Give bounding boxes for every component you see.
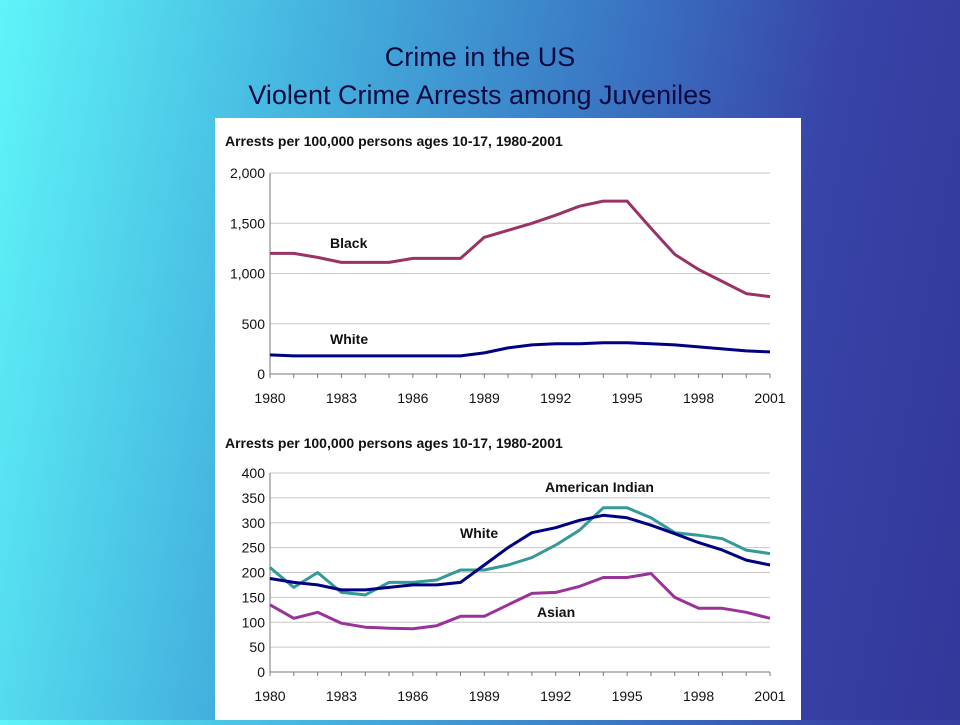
chart-title: Arrests per 100,000 persons ages 10-17, …: [225, 435, 563, 451]
chart-arrests-by-race: Arrests per 100,000 persons ages 10-17, …: [225, 435, 786, 704]
y-tick-label: 2,000: [230, 165, 265, 181]
y-tick-label: 1,500: [230, 215, 265, 231]
slide-subtitle: Violent Crime Arrests among Juveniles: [248, 80, 712, 110]
series-label-asian: Asian: [537, 604, 575, 620]
x-tick-label: 1992: [540, 390, 571, 406]
y-tick-label: 100: [242, 614, 266, 630]
y-tick-label: 1,000: [230, 266, 265, 282]
x-tick-label: 1980: [254, 390, 285, 406]
series-label-black: Black: [330, 235, 368, 251]
y-tick-label: 200: [242, 565, 266, 581]
chart-panel: Arrests per 100,000 persons ages 10-17, …: [215, 118, 801, 720]
x-tick-label: 1995: [612, 390, 643, 406]
chart-total-arrests: Arrests per 100,000 persons ages 10-17, …: [225, 133, 786, 406]
charts-svg: Arrests per 100,000 persons ages 10-17, …: [225, 133, 786, 704]
series-label-white: White: [330, 331, 368, 347]
y-tick-label: 300: [242, 515, 266, 531]
x-tick-label: 1989: [469, 688, 500, 704]
y-tick-label: 350: [242, 490, 266, 506]
x-tick-label: 1980: [254, 688, 285, 704]
x-tick-label: 1992: [540, 688, 571, 704]
x-tick-label: 1998: [683, 390, 714, 406]
x-tick-label: 2001: [754, 688, 785, 704]
x-tick-label: 1998: [683, 688, 714, 704]
x-tick-label: 1983: [326, 390, 357, 406]
series-line-black: [270, 199, 771, 299]
x-tick-label: 1986: [397, 688, 428, 704]
series-label-american-indian: American Indian: [545, 479, 654, 495]
y-tick-label: 400: [242, 465, 266, 481]
series-line-asian: [269, 572, 771, 631]
chart-title: Arrests per 100,000 persons ages 10-17, …: [225, 133, 563, 149]
series-label-white: White: [460, 525, 498, 541]
x-tick-label: 1986: [397, 390, 428, 406]
series-line-white: [269, 341, 771, 358]
y-tick-label: 0: [257, 664, 265, 680]
series-line-white: [269, 513, 771, 592]
y-tick-label: 0: [257, 366, 265, 382]
x-tick-label: 1983: [326, 688, 357, 704]
y-tick-label: 500: [242, 316, 266, 332]
y-tick-label: 250: [242, 540, 266, 556]
x-tick-label: 2001: [754, 390, 785, 406]
slide-title: Crime in the US: [384, 42, 576, 72]
x-tick-label: 1995: [612, 688, 643, 704]
series-line-american-indian: [269, 506, 771, 597]
y-tick-label: 50: [249, 639, 265, 655]
x-tick-label: 1989: [469, 390, 500, 406]
y-tick-label: 150: [242, 589, 266, 605]
